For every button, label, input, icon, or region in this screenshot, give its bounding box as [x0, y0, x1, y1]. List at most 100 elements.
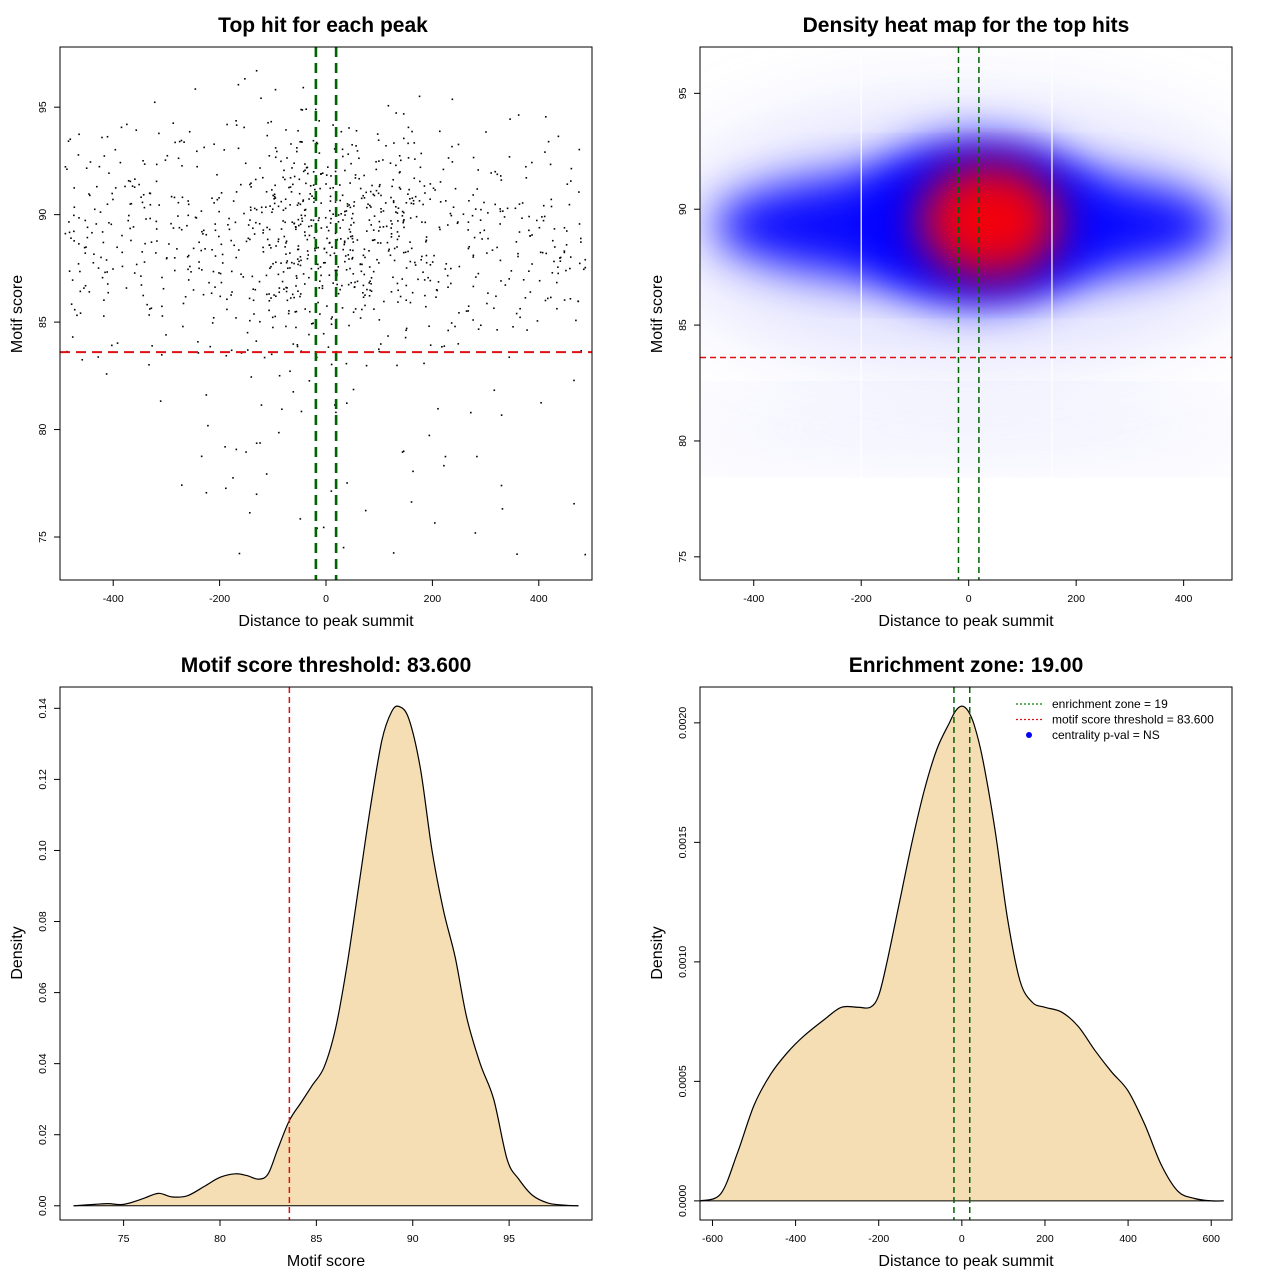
scatter-point	[255, 208, 258, 211]
scatter-point	[166, 154, 169, 157]
scatter-point	[278, 431, 280, 434]
scatter-point	[165, 257, 168, 260]
scatter-point	[411, 197, 414, 199]
scatter-point	[289, 370, 291, 373]
score-density-ytick-label-4: 0.08	[37, 911, 49, 932]
scatter-point	[333, 148, 336, 150]
scatter-point	[568, 203, 571, 206]
scatter-point	[362, 284, 365, 287]
scatter-point	[399, 188, 402, 190]
scatter-point	[225, 354, 228, 357]
scatter-point	[517, 114, 520, 116]
scatter-point	[402, 221, 405, 224]
scatter-point	[68, 270, 71, 272]
distance-density-ytick-label-1: 0.0005	[677, 1065, 689, 1097]
scatter-point	[457, 143, 460, 146]
scatter-point	[378, 220, 381, 223]
score-density-xtick-label-3: 90	[407, 1233, 419, 1245]
scatter-point	[192, 289, 195, 291]
scatter-point	[330, 363, 333, 366]
scatter-point	[508, 278, 511, 280]
scatter-point	[553, 260, 555, 263]
scatter-point	[307, 254, 310, 256]
scatter-point	[399, 159, 402, 162]
scatter-point	[178, 140, 181, 143]
scatter-point	[379, 226, 381, 228]
score-density-ytick-label-0: 0.00	[37, 1195, 49, 1216]
scatter-point	[262, 229, 265, 231]
scatter-point	[309, 193, 312, 195]
scatter-point	[85, 246, 87, 248]
scatter-point	[372, 229, 375, 231]
scatter-point	[483, 229, 486, 232]
scatter-point	[268, 293, 270, 295]
scatter-point	[528, 215, 530, 218]
scatter-point	[353, 205, 355, 207]
scatter-point	[248, 511, 251, 514]
scatter-point	[578, 191, 580, 193]
scatter-point	[133, 186, 136, 188]
scatter-point	[296, 204, 299, 206]
scatter-point	[405, 284, 408, 287]
scatter-point	[390, 291, 393, 293]
scatter-point	[557, 272, 560, 275]
scatter-point	[214, 286, 216, 288]
scatter-point	[369, 190, 372, 193]
scatter-point	[521, 202, 524, 204]
scatter-point	[270, 247, 272, 249]
scatter-point	[105, 373, 108, 375]
scatter-point	[390, 227, 392, 229]
scatter-point	[196, 150, 198, 153]
scatter-point	[274, 147, 277, 149]
scatter-point	[348, 258, 350, 260]
scatter-point	[297, 248, 300, 251]
scatter-point	[496, 329, 498, 331]
scatter-point	[444, 455, 447, 458]
score-density-ytick-label-6: 0.12	[37, 769, 49, 790]
scatter-point	[244, 162, 247, 165]
scatter-point	[300, 108, 302, 111]
scatter-point	[420, 258, 422, 261]
scatter-point	[230, 349, 233, 352]
scatter-point	[274, 156, 277, 159]
scatter-point	[457, 221, 459, 223]
scatter-point	[312, 184, 315, 187]
scatter-point	[144, 242, 146, 245]
scatter-point	[73, 214, 75, 217]
scatter-point	[285, 240, 288, 243]
scatter-point	[259, 167, 261, 169]
scatter-point	[234, 221, 237, 224]
scatter-point	[543, 215, 546, 218]
scatter-point	[350, 224, 352, 226]
scatter-point	[425, 254, 428, 257]
scatter-point	[487, 292, 489, 294]
scatter-point	[359, 317, 362, 319]
scatter-point	[287, 312, 290, 315]
scatter-point	[235, 448, 238, 451]
scatter-point	[337, 214, 340, 216]
scatter-point	[431, 261, 434, 263]
scatter-point	[221, 253, 224, 256]
scatter-point	[306, 238, 309, 241]
scatter-point	[272, 262, 274, 265]
scatter-point	[297, 218, 300, 221]
scatter-point	[522, 279, 525, 281]
scatter-point	[243, 126, 245, 129]
scatter-point	[397, 301, 399, 303]
scatter-point	[472, 194, 474, 196]
scatter-point	[216, 173, 218, 176]
scatter-point	[368, 219, 371, 221]
scatter-point	[346, 402, 348, 404]
scatter-point	[578, 262, 581, 265]
scatter-point	[556, 307, 558, 310]
scatter-point	[218, 235, 220, 238]
scatter-point	[304, 208, 307, 211]
scatter-point	[379, 242, 382, 244]
scatter-point	[398, 186, 401, 189]
scatter-point	[392, 201, 395, 204]
scatter-point	[283, 235, 286, 238]
scatter-point	[213, 202, 215, 204]
scatter-point	[373, 308, 375, 310]
scatter-point	[422, 203, 424, 206]
scatter-point	[101, 276, 104, 279]
